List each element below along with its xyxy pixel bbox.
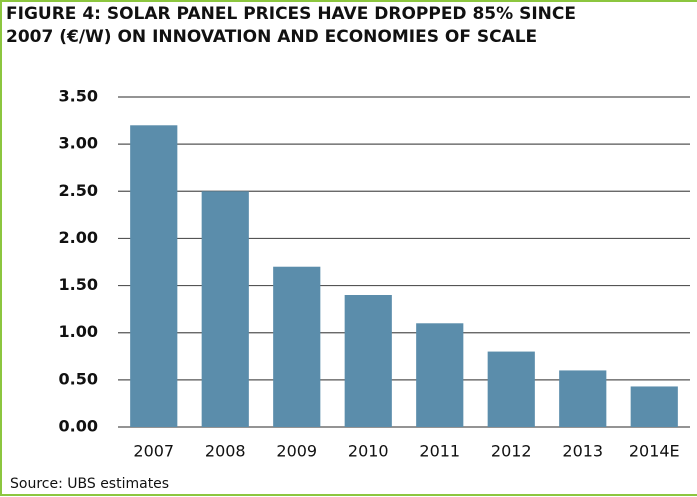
bar <box>416 323 464 427</box>
x-tick-label: 2012 <box>491 442 532 461</box>
y-tick-label: 1.50 <box>59 275 98 294</box>
y-tick-label: 2.50 <box>59 181 98 200</box>
x-tick-label: 2014E <box>629 442 680 461</box>
y-tick-label: 3.00 <box>59 134 98 153</box>
y-tick-label: 2.00 <box>59 228 98 247</box>
y-tick-label: 3.50 <box>59 87 98 106</box>
bar <box>344 295 392 427</box>
source-note: Source: UBS estimates <box>10 476 169 492</box>
x-tick-label: 2011 <box>419 442 460 461</box>
bar <box>273 266 321 427</box>
x-tick-label: 2013 <box>562 442 603 461</box>
y-tick-label: 0.50 <box>59 369 98 388</box>
x-tick-label: 2009 <box>276 442 317 461</box>
bar <box>201 191 249 427</box>
chart-title-line-2: 2007 (€/W) ON INNOVATION AND ECONOMIES O… <box>6 27 537 47</box>
x-tick-label: 2010 <box>348 442 389 461</box>
bar <box>630 386 678 427</box>
bar <box>559 370 607 427</box>
bar <box>487 351 535 427</box>
y-tick-label: 0.00 <box>59 417 98 436</box>
x-tick-label: 2008 <box>205 442 246 461</box>
bar <box>130 125 178 428</box>
chart-title-line-1: FIGURE 4: SOLAR PANEL PRICES HAVE DROPPE… <box>6 4 576 24</box>
y-tick-label: 1.00 <box>59 322 98 341</box>
x-tick-label: 2007 <box>133 442 174 461</box>
